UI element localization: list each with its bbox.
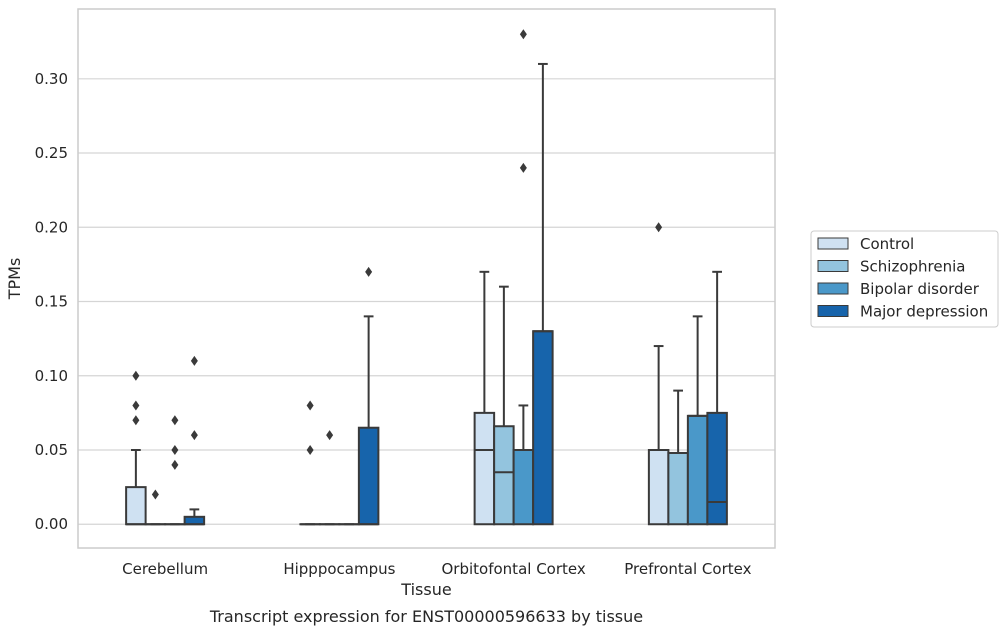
- box-group: [647, 222, 670, 526]
- legend-frame: [810, 230, 999, 328]
- y-tick-label: 0.00: [35, 515, 68, 533]
- y-tick-label: 0.25: [35, 144, 68, 162]
- chart-caption: Transcript expression for ENST0000059663…: [209, 607, 643, 626]
- box-group: [164, 415, 186, 526]
- outlier-marker: [519, 29, 527, 40]
- y-tick-label: 0.15: [35, 293, 68, 311]
- outlier-marker: [190, 430, 198, 441]
- legend: Control Schizophrenia Bipolar disorder Majo…: [810, 230, 999, 328]
- y-tick-label: 0.20: [35, 218, 68, 236]
- x-tick-label: Prefrontal Cortex: [624, 560, 751, 578]
- box-group: [473, 270, 496, 526]
- legend-swatch: [817, 260, 849, 272]
- box-group: [144, 489, 167, 526]
- box-group: [532, 62, 554, 526]
- legend-label: Major depression: [860, 303, 988, 321]
- legend-swatch: [817, 282, 849, 295]
- legend-swatch: [817, 305, 849, 317]
- plot-frame: [77, 8, 776, 549]
- legend-label: Bipolar disorder: [860, 280, 980, 298]
- box-group: [357, 266, 380, 526]
- outlier-marker: [655, 222, 663, 233]
- x-tick-label: Orbitofontal Cortex: [442, 560, 586, 578]
- box: [125, 486, 147, 526]
- box: [473, 411, 496, 526]
- box-group: [512, 29, 535, 526]
- outlier-marker: [190, 355, 198, 366]
- box: [686, 414, 709, 526]
- outlier-marker: [365, 266, 373, 277]
- outlier-marker: [306, 400, 314, 411]
- legend-label: Schizophrenia: [860, 258, 965, 276]
- box: [357, 426, 380, 526]
- outlier-marker: [132, 400, 140, 411]
- grid-lines: [78, 78, 775, 525]
- legend-swatch: [817, 237, 849, 250]
- box-group: [125, 370, 147, 526]
- legend-label: Control: [860, 235, 914, 253]
- x-tick-label: Cerebellum: [122, 560, 208, 578]
- box-plots: [125, 29, 728, 526]
- box-group: [318, 430, 341, 526]
- y-axis-title: TPMs: [5, 258, 24, 301]
- y-tick-label: 0.05: [35, 441, 68, 459]
- outlier-marker: [306, 445, 314, 455]
- box: [532, 330, 554, 526]
- outlier-marker: [171, 445, 179, 455]
- outlier-marker: [519, 162, 527, 173]
- box: [667, 451, 689, 526]
- box: [647, 449, 670, 526]
- outlier-marker: [171, 415, 179, 426]
- box-group: [493, 285, 515, 526]
- x-tick-labels: Cerebellum Hipppocampus Orbitofontal Corte…: [122, 560, 751, 578]
- box-group: [299, 400, 321, 526]
- outlier-marker: [151, 489, 159, 500]
- box: [706, 411, 728, 526]
- box: [512, 449, 535, 526]
- box-group: [667, 389, 689, 526]
- x-axis-title: Tissue: [400, 580, 451, 599]
- y-tick-label: 0.10: [35, 367, 68, 385]
- outlier-marker: [132, 415, 140, 426]
- y-tick-labels: 0.00 0.05 0.10 0.15 0.20 0.25 0.30: [35, 70, 68, 533]
- outlier-marker: [132, 370, 140, 381]
- box-group: [183, 355, 206, 526]
- x-tick-label: Hipppocampus: [283, 560, 395, 578]
- outlier-marker: [326, 430, 334, 441]
- box-group: [686, 315, 709, 526]
- box-group: [706, 270, 728, 526]
- box: [183, 515, 206, 526]
- y-tick-label: 0.30: [35, 70, 68, 88]
- box: [493, 425, 515, 526]
- outlier-marker: [171, 459, 179, 470]
